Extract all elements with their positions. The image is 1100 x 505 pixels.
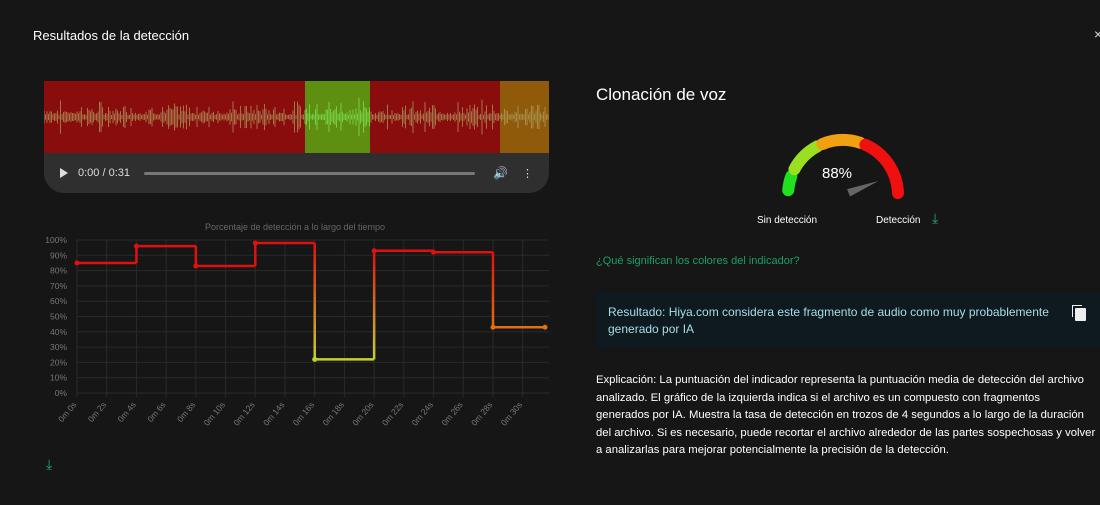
- close-icon[interactable]: ×: [1094, 26, 1100, 42]
- high-label: Detección: [876, 215, 921, 226]
- more-vert-icon[interactable]: ⋮: [522, 167, 533, 180]
- data-point: [431, 249, 437, 255]
- waveform-graphic: [44, 98, 549, 136]
- download-icon[interactable]: ⤓: [932, 210, 939, 226]
- y-tick-label: 40%: [50, 327, 67, 337]
- x-tick-label: 0m 2s: [86, 400, 109, 424]
- player-time: 0:00 / 0:31: [78, 167, 130, 179]
- gauge-arc: [782, 170, 798, 197]
- x-tick-label: 0m 0s: [56, 400, 79, 424]
- data-point: [193, 263, 199, 269]
- copy-icon[interactable]: [1072, 305, 1086, 321]
- x-tick-label: 0m 24s: [410, 400, 436, 428]
- y-tick-label: 100%: [45, 235, 67, 245]
- x-tick-label: 0m 16s: [291, 400, 317, 428]
- data-point: [542, 324, 548, 330]
- x-tick-label: 0m 4s: [115, 400, 138, 424]
- y-tick-label: 90%: [50, 250, 67, 260]
- x-tick-label: 0m 14s: [261, 400, 287, 428]
- x-tick-label: 0m 22s: [380, 400, 406, 428]
- download-chart-icon[interactable]: ⤓: [46, 456, 53, 472]
- y-tick-label: 0%: [55, 388, 68, 398]
- y-tick-label: 70%: [50, 281, 67, 291]
- data-point: [371, 248, 377, 254]
- play-icon[interactable]: [60, 168, 68, 178]
- low-label: Sin detección: [757, 215, 818, 226]
- y-tick-label: 10%: [50, 373, 67, 383]
- y-tick-label: 30%: [50, 342, 67, 352]
- x-tick-label: 0m 6s: [145, 400, 168, 424]
- x-tick-label: 0m 10s: [202, 400, 228, 428]
- detection-gauge: [782, 134, 904, 200]
- gauge-arc: [859, 138, 904, 200]
- data-point: [252, 240, 258, 246]
- gauge-arc: [816, 134, 866, 151]
- y-tick-label: 20%: [50, 357, 67, 367]
- gauge-needle: [847, 181, 879, 197]
- gauge-title: Clonación de voz: [596, 85, 727, 104]
- y-tick-label: 80%: [50, 266, 67, 276]
- waveform[interactable]: [44, 81, 549, 153]
- chart-title: Porcentaje de detección a lo largo del t…: [205, 222, 385, 232]
- explanation-text: Explicación: La puntuación del indicador…: [596, 374, 1096, 456]
- colors-info-link[interactable]: ¿Qué significan los colores del indicado…: [596, 255, 800, 267]
- x-tick-label: 0m 26s: [439, 400, 465, 428]
- y-tick-label: 60%: [50, 296, 67, 306]
- detection-chart: Porcentaje de detección a lo largo del t…: [45, 222, 549, 428]
- x-tick-label: 0m 30s: [499, 400, 525, 428]
- volume-icon[interactable]: 🔊: [493, 166, 508, 180]
- x-tick-label: 0m 8s: [175, 400, 198, 424]
- seek-bar[interactable]: [144, 171, 476, 175]
- gauge-value: 88%: [822, 165, 853, 182]
- x-tick-label: 0m 12s: [231, 400, 257, 428]
- audio-player: 0:00 / 0:31 🔊 ⋮: [44, 153, 549, 193]
- x-tick-label: 0m 28s: [469, 400, 495, 428]
- dialog-title: Resultados de la detección: [33, 28, 190, 43]
- x-tick-label: 0m 18s: [320, 400, 346, 428]
- result-text: Resultado: Hiya.com considera este fragm…: [608, 305, 1049, 336]
- y-tick-label: 50%: [50, 312, 67, 322]
- data-point: [312, 356, 318, 362]
- data-point: [490, 324, 496, 330]
- x-tick-label: 0m 20s: [350, 400, 376, 428]
- data-point: [74, 260, 80, 266]
- data-point: [133, 243, 139, 249]
- gauge-arc: [788, 140, 824, 176]
- result-box: Resultado: Hiya.com considera este fragm…: [596, 292, 1100, 348]
